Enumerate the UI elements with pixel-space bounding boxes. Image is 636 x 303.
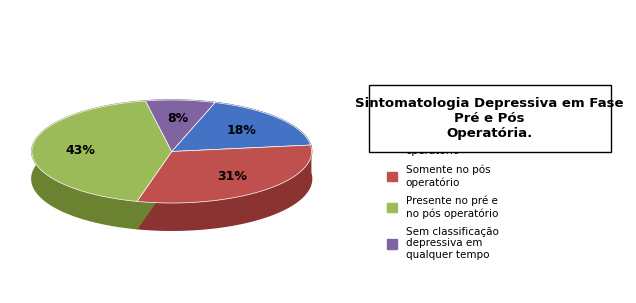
Text: Sintomatologia Depressiva em Fase Pré e Pós
Operatória.: Sintomatologia Depressiva em Fase Pré e …: [356, 97, 624, 140]
Polygon shape: [215, 102, 310, 172]
Text: 31%: 31%: [217, 170, 247, 183]
Polygon shape: [137, 145, 312, 203]
Polygon shape: [146, 100, 215, 152]
Text: 18%: 18%: [227, 124, 257, 137]
Text: 8%: 8%: [167, 112, 188, 125]
Polygon shape: [137, 152, 172, 229]
Text: 43%: 43%: [66, 144, 96, 157]
Legend: Somente no pré
operatório, Somente no pós
operatório, Presente no pré e
no pós o: Somente no pré operatório, Somente no pó…: [384, 131, 502, 263]
FancyBboxPatch shape: [369, 85, 611, 152]
Ellipse shape: [32, 127, 312, 230]
Polygon shape: [32, 101, 146, 229]
Polygon shape: [32, 101, 172, 201]
Polygon shape: [137, 152, 172, 229]
Polygon shape: [172, 102, 310, 152]
Polygon shape: [146, 100, 215, 130]
Polygon shape: [137, 145, 312, 230]
